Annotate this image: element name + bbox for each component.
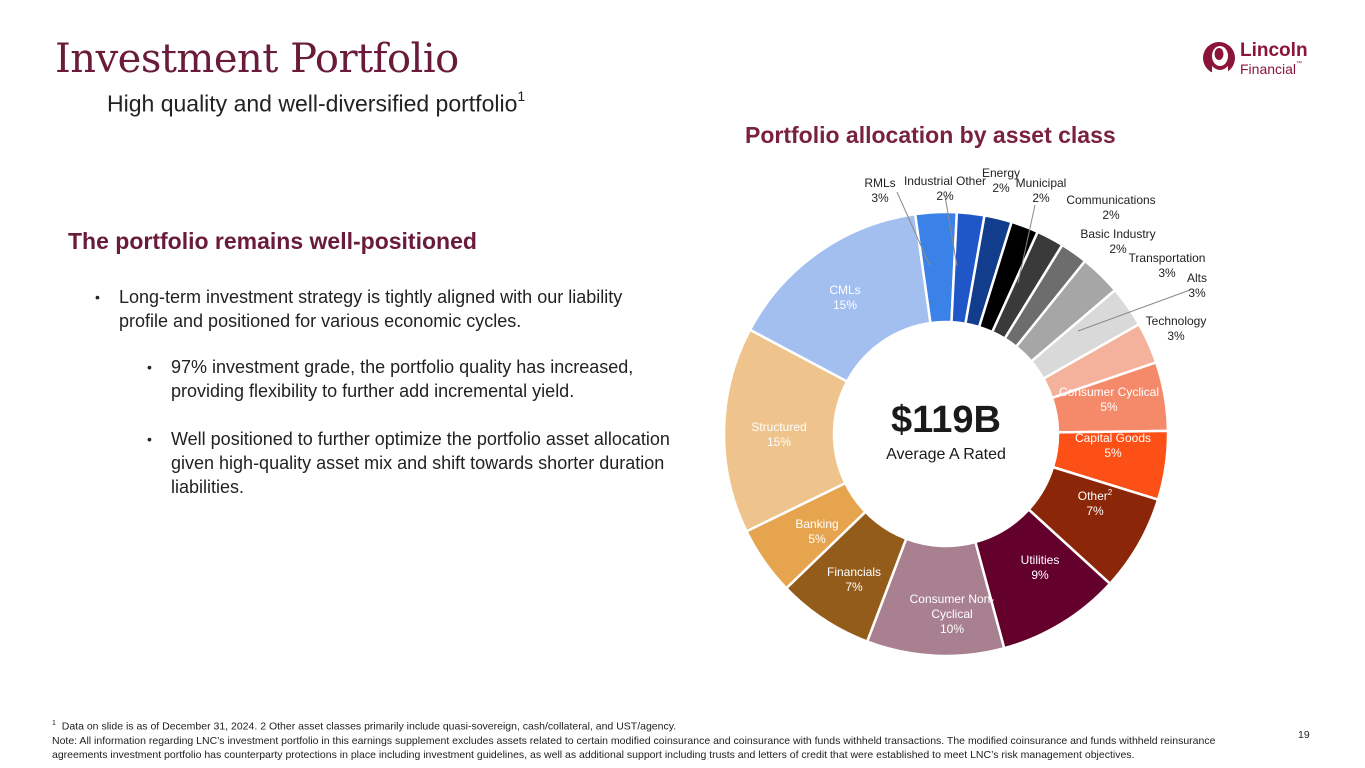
slice-label-name: Consumer Cyclical — [1059, 385, 1159, 399]
slice-label: CMLs 15% — [829, 283, 860, 312]
slice-label: Capital Goods 5% — [1075, 431, 1151, 460]
chart-title: Portfolio allocation by asset class — [745, 122, 1116, 148]
bullet-text: 97% investment grade, the portfolio qual… — [171, 357, 634, 401]
slice-label-name: CMLs — [829, 283, 860, 297]
footnote: 1 Data on slide is as of December 31, 20… — [52, 717, 1272, 762]
slice-label: Structured 15% — [751, 420, 806, 449]
slice-label: Energy 2% — [982, 166, 1020, 195]
slice-label-sup: 2 — [1108, 488, 1113, 497]
slice-label-name: Industrial Other — [904, 174, 986, 188]
footnote-line1: 1 Data on slide is as of December 31, 20… — [52, 717, 1272, 734]
leader-line — [896, 191, 931, 267]
slice-label-name: Other — [1078, 489, 1108, 503]
slice-label-value: 15% — [767, 435, 791, 449]
slice-label-name: Energy — [982, 166, 1020, 180]
slice-label-value: 2% — [1032, 191, 1050, 205]
bullet-item: • Long-term investment strategy is tightl… — [95, 285, 659, 333]
page-subtitle: High quality and well-diversified portfo… — [107, 88, 526, 118]
slice-label: RMLs 3% — [864, 176, 895, 205]
slice-label-value: 3% — [871, 191, 889, 205]
slice-label-value: 2% — [1102, 208, 1120, 222]
slice-label-value: 2% — [936, 189, 954, 203]
lincoln-financial-logo: Lincoln Financial™ — [1202, 38, 1314, 80]
slice-label-name: Cyclical — [931, 607, 972, 621]
slice-label: Technology 3% — [1146, 314, 1207, 343]
slice-label-value: 2% — [1109, 242, 1127, 256]
footnote-marker: 1 — [52, 720, 56, 727]
page-title: Investment Portfolio — [55, 36, 459, 82]
slice-label-name: Capital Goods — [1075, 431, 1151, 445]
slice-label-value: 5% — [1100, 400, 1118, 414]
donut-center-label: Average A Rated — [886, 446, 1006, 463]
logo-line2: Financial™ — [1240, 61, 1302, 77]
bullet-item: • Well positioned to further optimize the… — [147, 427, 691, 499]
slice-label-value: 5% — [1104, 446, 1122, 460]
slice-label-name: Financials — [827, 565, 881, 579]
subtitle-footnote-marker: 1 — [517, 88, 526, 104]
slice-label-name: Utilities — [1021, 553, 1060, 567]
slice-label-name: RMLs — [864, 176, 895, 190]
slice-label-name: Communications — [1066, 193, 1155, 207]
slice-label-name: Technology — [1146, 314, 1207, 328]
bullet-dot-icon: • — [147, 431, 152, 447]
slice-label: Consumer Cyclical 5% — [1059, 385, 1159, 414]
slice-label-value: 7% — [845, 580, 863, 594]
slice-label-name: Transportation — [1129, 251, 1206, 265]
slice-label: Communications 2% — [1066, 193, 1155, 222]
slice-label: Consumer Non-Cyclical 10% — [910, 592, 995, 636]
slice-label: Basic Industry 2% — [1080, 227, 1155, 256]
slice-labels: RMLs 3%Industrial Other 2%Energy 2% Municipa… — [751, 166, 1207, 636]
slice-label-name: Banking — [795, 517, 838, 531]
slice-label-value: 3% — [1158, 266, 1176, 280]
subtitle-text: High quality and well-diversified portfo… — [107, 90, 518, 117]
footnote-line1-text: Data on slide is as of December 31, 2024… — [61, 720, 677, 733]
slice-label-value: 3% — [1188, 286, 1206, 300]
slice-label-value: 3% — [1167, 329, 1185, 343]
donut-center-value: $119B — [891, 399, 1001, 441]
label-leader-lines — [896, 191, 1191, 332]
donut-slices — [722, 210, 1170, 658]
slice-label: Industrial Other 2% — [904, 174, 986, 203]
slice-label: Municipal 2% — [1016, 176, 1067, 205]
slice-label: Financials 7% — [827, 565, 881, 594]
lincoln-portrait-icon — [1203, 42, 1235, 74]
slice-label-value: 7% — [1086, 504, 1104, 518]
slice-label-name: Municipal — [1016, 176, 1067, 190]
bullet-dot-icon: • — [95, 289, 100, 305]
slice-label: Other2 7% — [1078, 488, 1113, 518]
slice-label: Transportation 3% — [1129, 251, 1206, 280]
slice-label: Utilities 9% — [1021, 553, 1060, 582]
bullet-text: Long-term investment strategy is tightly… — [119, 287, 623, 331]
slice-label-name: Consumer Non- — [910, 592, 995, 606]
logo-tm: ™ — [1296, 61, 1303, 67]
slice-label-value: 2% — [992, 181, 1010, 195]
leader-line — [1077, 289, 1191, 332]
slice-label: Alts 3% — [1187, 271, 1207, 300]
page-number: 19 — [1298, 729, 1310, 741]
slice-label-name: Alts — [1187, 271, 1207, 285]
slice-label-value: 10% — [940, 622, 964, 636]
slice-label-value: 9% — [1031, 568, 1049, 582]
slice-label: Banking 5% — [795, 517, 838, 546]
bullet-dot-icon: • — [147, 359, 152, 375]
donut-slice-cmls — [748, 212, 932, 384]
slice-label-name: Basic Industry — [1080, 227, 1155, 241]
slice-label-name: Structured — [751, 420, 806, 434]
slice-label-value: 5% — [808, 532, 826, 546]
section-heading: The portfolio remains well-positioned — [68, 228, 477, 254]
bullet-item: • 97% investment grade, the portfolio qua… — [147, 355, 691, 403]
donut-slice-structured — [722, 328, 849, 533]
leader-line — [1017, 204, 1036, 284]
slice-label-value: 15% — [833, 298, 857, 312]
logo-line2-text: Financial — [1240, 61, 1297, 77]
logo-line1: Lincoln — [1240, 40, 1308, 61]
footnote-note: Note: All information regarding LNC’s in… — [52, 734, 1216, 761]
leader-line — [944, 195, 958, 267]
bullet-text: Well positioned to further optimize the … — [171, 429, 670, 497]
